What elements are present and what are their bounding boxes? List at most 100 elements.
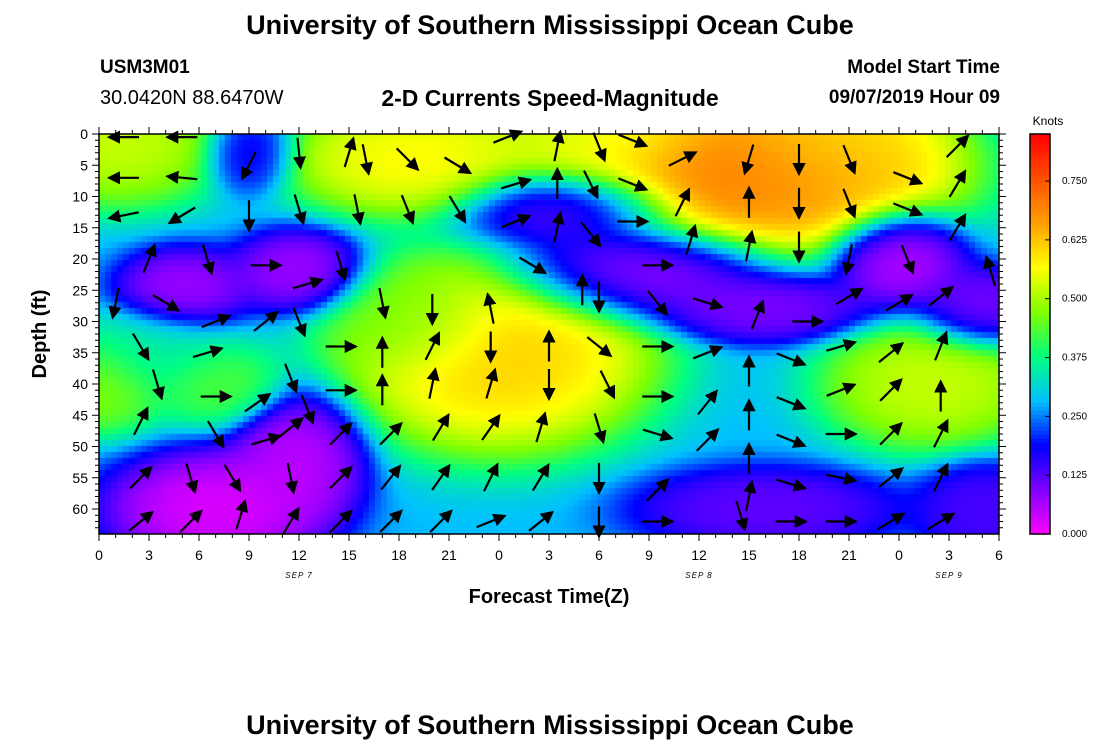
velocity-vector: [152, 294, 181, 312]
colorbar-swatch: [1030, 286, 1050, 291]
velocity-vector: [927, 512, 956, 531]
x-tick-label: 6: [595, 547, 603, 563]
x-tick-label: 6: [195, 547, 203, 563]
velocity-vector: [426, 367, 440, 399]
velocity-vector: [476, 513, 507, 529]
velocity-vector: [842, 188, 857, 219]
x-tick-label: 0: [95, 547, 103, 563]
x-tick-label: 15: [341, 547, 357, 563]
colorbar-swatch: [1030, 278, 1050, 283]
x-axis-ticks: 0 3 6 9 12 15 18 21 0 3 6 9 12 15 18 21 0 3 6: [95, 127, 1003, 563]
colorbar-swatch: [1030, 282, 1050, 287]
colorbar-tick-label: 0.625: [1062, 235, 1087, 246]
colorbar-swatch: [1030, 442, 1050, 447]
velocity-vector: [697, 389, 719, 416]
velocity-vector: [185, 463, 199, 495]
velocity-vector: [431, 413, 450, 442]
date-label: SEP 8: [685, 571, 712, 580]
velocity-vector: [879, 421, 903, 446]
colorbar-swatch: [1030, 338, 1050, 343]
colorbar-swatch: [1030, 334, 1050, 339]
colorbar-swatch: [1030, 138, 1050, 143]
colorbar-swatch: [1030, 450, 1050, 455]
colorbar-swatch: [1030, 494, 1050, 499]
colorbar-swatch: [1030, 170, 1050, 175]
velocity-vector: [692, 345, 724, 360]
velocity-vector: [278, 417, 305, 438]
colorbar-tick-label: 0.750: [1062, 176, 1087, 187]
colorbar-swatch: [1030, 498, 1050, 503]
colorbar-swatch: [1030, 438, 1050, 443]
velocity-vector: [583, 170, 599, 200]
colorbar-swatch: [1030, 154, 1050, 159]
x-tick-label: 15: [741, 547, 757, 563]
velocity-vector: [617, 133, 649, 148]
colorbar-swatch: [1030, 510, 1050, 515]
velocity-vector: [108, 287, 122, 320]
colorbar-swatch: [1030, 310, 1050, 315]
date-label: SEP 7: [285, 571, 312, 580]
colorbar-frame: [1029, 133, 1051, 535]
colorbar-swatch: [1030, 218, 1050, 223]
velocity-vector: [223, 464, 242, 493]
velocity-vector: [379, 509, 403, 533]
velocity-vector: [501, 213, 532, 229]
colorbar-swatch: [1030, 414, 1050, 419]
velocity-vector: [826, 382, 857, 397]
velocity-vector: [645, 478, 670, 502]
velocity-vector: [835, 287, 864, 306]
colorbar-swatch: [1030, 426, 1050, 431]
velocity-vector: [878, 467, 905, 488]
velocity-vector: [107, 209, 139, 223]
x-tick-label: 0: [895, 547, 903, 563]
colorbar-swatch: [1030, 374, 1050, 379]
velocity-vector: [343, 136, 357, 168]
velocity-vector: [928, 285, 955, 307]
colorbar-swatch: [1030, 418, 1050, 423]
velocity-vector: [892, 171, 924, 186]
velocity-vector: [133, 406, 149, 436]
velocity-vector: [335, 250, 349, 282]
velocity-vector: [244, 392, 272, 413]
velocity-vector: [945, 134, 970, 158]
date-label: SEP 9: [935, 571, 962, 580]
velocity-vector: [485, 367, 499, 399]
colorbar-swatch: [1030, 162, 1050, 167]
x-tick-label: 12: [291, 547, 307, 563]
velocity-vector: [284, 363, 299, 394]
colorbar-swatch: [1030, 294, 1050, 299]
colorbar-swatch: [1030, 150, 1050, 155]
x-tick-label: 21: [841, 547, 857, 563]
colorbar-swatch: [1030, 354, 1050, 359]
x-tick-label: 3: [145, 547, 153, 563]
colorbar-swatch: [1030, 202, 1050, 207]
velocity-vector: [642, 428, 674, 442]
velocity-vector: [983, 254, 997, 287]
colorbar-swatch: [1030, 386, 1050, 391]
velocity-vector: [131, 333, 150, 362]
velocity-vector: [379, 421, 403, 446]
velocity-vector: [933, 418, 949, 448]
y-tick-label: 45: [72, 407, 88, 423]
colorbar-swatch: [1030, 174, 1050, 179]
colorbar-swatch: [1030, 306, 1050, 311]
velocity-vector: [142, 243, 157, 274]
colorbar-swatch: [1030, 214, 1050, 219]
velocity-vector: [329, 509, 353, 533]
colorbar-swatch: [1030, 330, 1050, 335]
x-tick-label: 9: [645, 547, 653, 563]
colorbar-swatch: [1030, 222, 1050, 227]
velocity-vector: [599, 370, 615, 400]
colorbar-swatch: [1030, 446, 1050, 451]
velocity-vector: [668, 151, 698, 167]
velocity-vector: [431, 463, 451, 491]
colorbar-swatch: [1030, 490, 1050, 495]
velocity-vector: [933, 462, 949, 492]
colorbar-swatch: [1030, 158, 1050, 163]
velocity-vector: [235, 498, 249, 530]
y-tick-label: 50: [72, 439, 88, 455]
y-tick-label: 5: [80, 157, 88, 173]
footer-title: University of Southern Mississippi Ocean…: [246, 710, 854, 740]
colorbar-swatch: [1030, 322, 1050, 327]
